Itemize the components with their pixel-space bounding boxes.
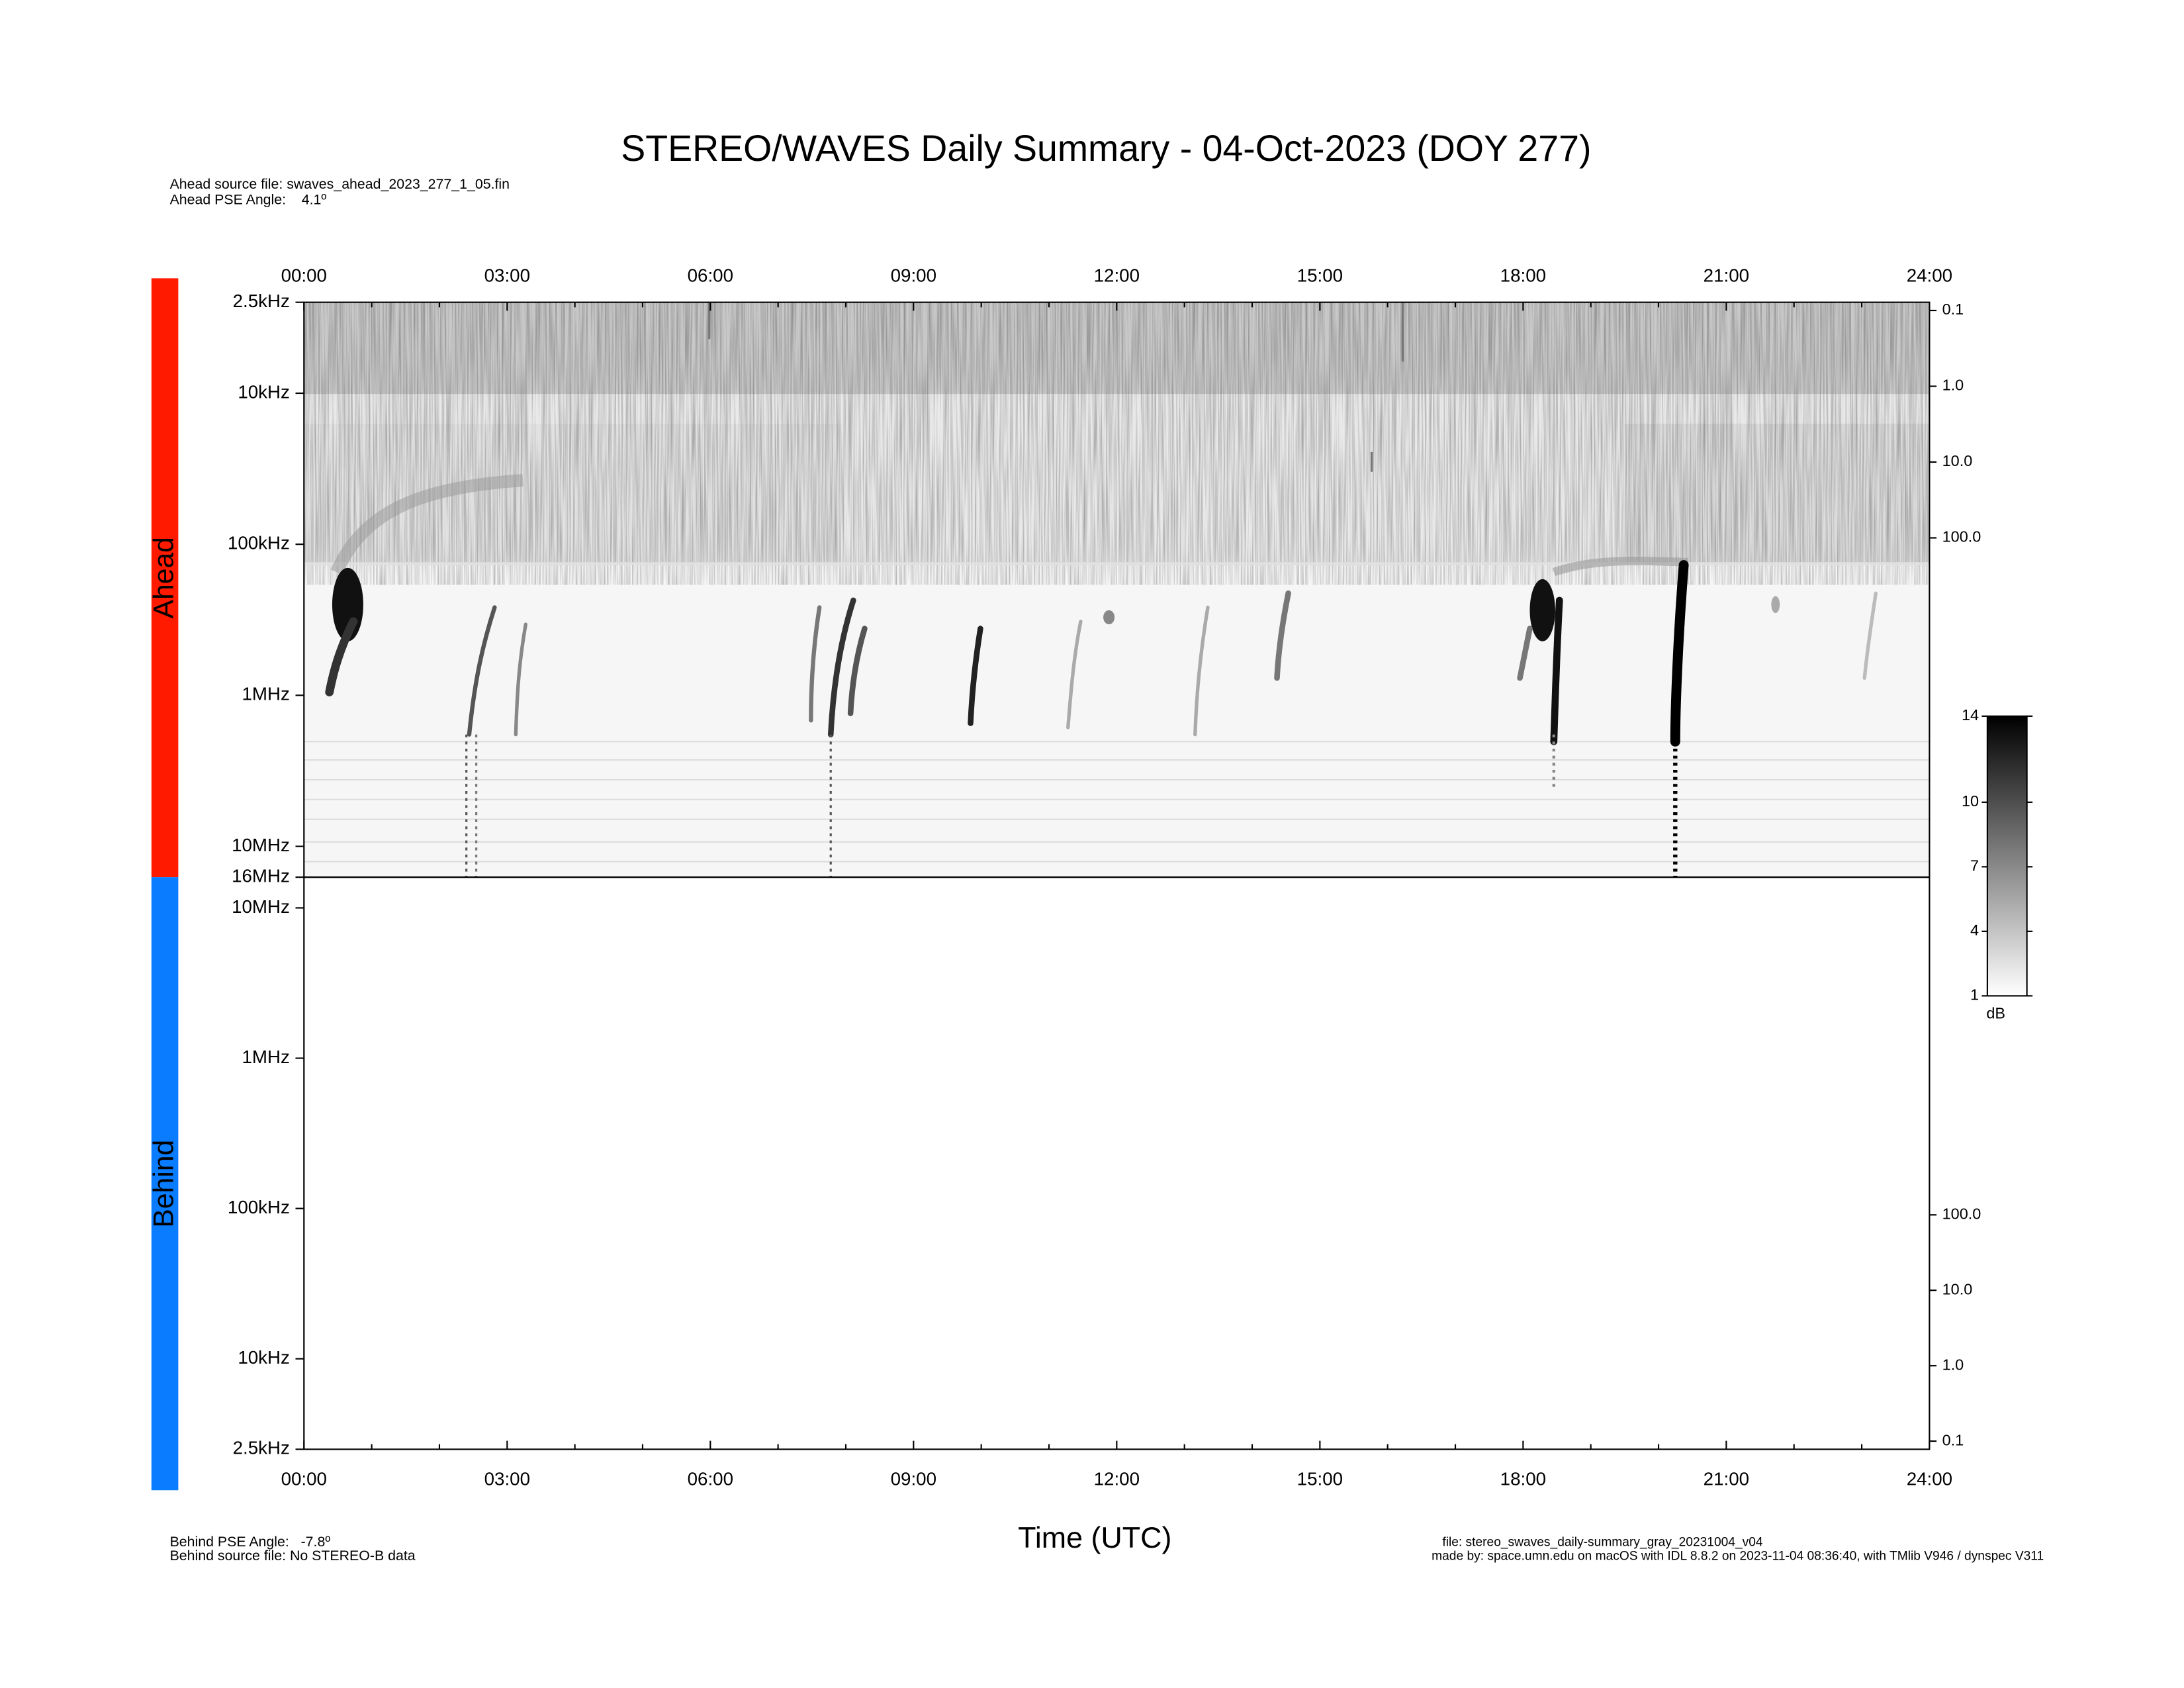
y-tick-label: 2.5kHz: [233, 1438, 290, 1458]
x-tick-label: 18:00: [1500, 265, 1546, 286]
x-tick-label: 15:00: [1297, 1469, 1343, 1489]
file-note: file: stereo_swaves_daily-summary_gray_2…: [1442, 1535, 1763, 1549]
x-tick-label: 24:00: [1907, 1469, 1952, 1489]
y2-tick-label: 0.1: [1942, 301, 1964, 318]
colorbar-tick-label: 1: [1970, 986, 1979, 1004]
panel-frame: [303, 876, 1931, 1450]
behind-source: Behind source file: No STEREO-B data: [170, 1548, 416, 1564]
colorbar-label: dB: [1986, 1004, 2005, 1021]
side-label: Behind: [148, 1140, 179, 1228]
y-tick-label: 1MHz: [242, 1047, 290, 1067]
x-tick-label: 06:00: [688, 1469, 733, 1489]
y2-tick-label: 1.0: [1942, 377, 1964, 394]
behind-pse: Behind PSE Angle: -7.8º: [170, 1534, 331, 1550]
y2-tick-label: 0.1: [1942, 1431, 1964, 1448]
y-tick-label: 2.5kHz: [233, 291, 290, 311]
made-by: made by: space.umn.edu on macOS with IDL…: [1432, 1550, 2044, 1564]
colorbar-tick-label: 14: [1962, 706, 1979, 724]
x-tick-label: 12:00: [1094, 265, 1140, 286]
colorbar-tick-label: 7: [1970, 857, 1979, 874]
x-tick-label: 24:00: [1907, 265, 1952, 286]
title: STEREO/WAVES Daily Summary - 04-Oct-2023…: [621, 128, 1591, 169]
colorbar-tick-label: 10: [1962, 792, 1979, 810]
colorbar-tick-label: 4: [1970, 921, 1979, 939]
y-tick-label: 100kHz: [228, 1197, 290, 1217]
x-tick-label: 12:00: [1094, 1469, 1140, 1489]
x-tick-label: 09:00: [891, 265, 936, 286]
ahead-source: Ahead source file: swaves_ahead_2023_277…: [170, 176, 510, 192]
x-tick-label: 00:00: [281, 265, 327, 286]
x-tick-label: 15:00: [1297, 265, 1343, 286]
y-tick-label: 10kHz: [238, 381, 290, 402]
side-label: Ahead: [148, 537, 179, 618]
x-axis-label: Time (UTC): [1018, 1521, 1171, 1554]
y2-tick-label: 100.0: [1942, 1205, 1981, 1222]
x-tick-label: 21:00: [1704, 265, 1749, 286]
y2-tick-label: 100.0: [1942, 528, 1981, 545]
y-tick-label: 10MHz: [232, 896, 290, 917]
colorbar: [1986, 715, 2028, 997]
x-tick-label: 03:00: [484, 1469, 530, 1489]
x-tick-label: 18:00: [1500, 1469, 1546, 1489]
y-tick-label: 10MHz: [232, 835, 290, 855]
x-tick-label: 00:00: [281, 1469, 327, 1489]
y2-tick-label: 10.0: [1942, 1280, 1973, 1297]
y-tick-label: 16MHz: [232, 865, 290, 886]
y2-tick-label: 10.0: [1942, 452, 1973, 469]
side-bar: [151, 278, 179, 878]
side-bar: [151, 877, 179, 1491]
x-tick-label: 09:00: [891, 1469, 936, 1489]
y-tick-label: 10kHz: [238, 1347, 290, 1368]
y-tick-label: 100kHz: [228, 533, 290, 553]
ahead-pse: Ahead PSE Angle: 4.1º: [170, 192, 327, 208]
x-tick-label: 21:00: [1704, 1469, 1749, 1489]
spectrogram: [304, 302, 1930, 878]
x-tick-label: 03:00: [484, 265, 530, 286]
y-tick-label: 1MHz: [242, 684, 290, 704]
x-tick-label: 06:00: [688, 265, 733, 286]
y2-tick-label: 1.0: [1942, 1356, 1964, 1373]
